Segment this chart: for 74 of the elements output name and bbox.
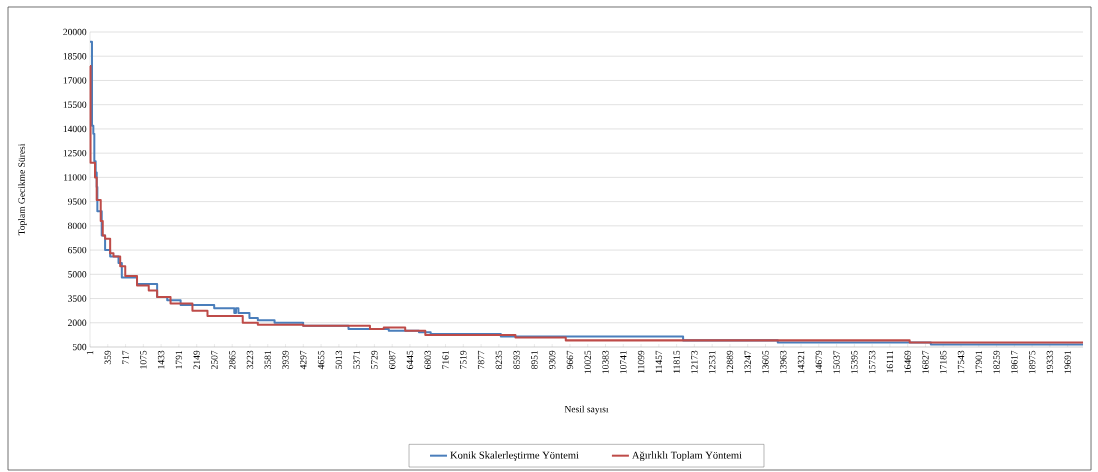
y-tick-label: 18500 bbox=[63, 53, 87, 60]
x-tick-label: 17901 bbox=[975, 350, 982, 374]
x-tick-label: 1075 bbox=[140, 350, 147, 369]
x-tick-label: 5371 bbox=[353, 350, 360, 369]
x-tick-label: 1791 bbox=[175, 350, 183, 369]
x-tick-label: 19333 bbox=[1046, 350, 1054, 374]
x-tick-label: 3223 bbox=[246, 350, 254, 369]
x-tick-label: 2507 bbox=[211, 350, 218, 369]
x-tick-label: 717 bbox=[122, 350, 129, 364]
x-tick-label: 16111 bbox=[886, 350, 894, 373]
x-tick-label: 13605 bbox=[762, 350, 769, 374]
x-tick-label: 4297 bbox=[300, 350, 307, 370]
x-tick-label: 13963 bbox=[780, 350, 787, 374]
x-tick-label: 6803 bbox=[424, 350, 431, 369]
x-tick-label: 10741 bbox=[620, 350, 627, 374]
y-tick-label: 5000 bbox=[68, 271, 87, 278]
x-tick-label: 2149 bbox=[193, 350, 200, 369]
x-tick-label: 14679 bbox=[815, 350, 822, 374]
x-tick-label: 11815 bbox=[673, 350, 680, 373]
y-tick-label: 11000 bbox=[64, 174, 87, 181]
x-tick-label: 12531 bbox=[708, 350, 716, 374]
x-tick-label: 12889 bbox=[726, 350, 734, 374]
x-tick-label: 17185 bbox=[940, 350, 947, 374]
x-tick-label: 18617 bbox=[1011, 350, 1018, 374]
x-axis-title: Nesil sayısı bbox=[564, 405, 609, 415]
x-tick-label: 15753 bbox=[868, 350, 876, 374]
x-tick-label: 7519 bbox=[460, 350, 467, 369]
y-tick-label: 500 bbox=[72, 343, 87, 351]
x-tick-label: 19691 bbox=[1064, 350, 1071, 374]
x-tick-label: 11457 bbox=[655, 350, 663, 373]
x-tick-label: 359 bbox=[104, 350, 111, 365]
y-axis-title: Toplam Gecikme Süresi bbox=[18, 143, 27, 236]
x-tick-label: 14321 bbox=[797, 350, 805, 374]
x-tick-label: 7161 bbox=[442, 350, 449, 369]
x-tick-label: 3581 bbox=[264, 350, 271, 369]
x-tick-label: 5013 bbox=[335, 350, 343, 369]
legend-label: Konik Skalerleştirme Yöntemi bbox=[450, 451, 579, 461]
x-tick-label: 16469 bbox=[904, 350, 911, 374]
x-tick-label: 6087 bbox=[388, 350, 396, 369]
x-tick-label: 2865 bbox=[229, 350, 236, 369]
x-tick-label: 18259 bbox=[993, 350, 1000, 374]
x-tick-label: 8593 bbox=[513, 350, 520, 370]
x-tick-label: 8951 bbox=[531, 350, 538, 370]
x-tick-label: 13247 bbox=[744, 350, 751, 374]
x-tick-label: 18975 bbox=[1028, 350, 1036, 374]
y-tick-label: 6500 bbox=[68, 246, 87, 254]
y-tick-label: 8000 bbox=[67, 222, 87, 230]
y-tick-label: 12500 bbox=[63, 149, 87, 157]
x-tick-label: 1 bbox=[86, 350, 94, 355]
x-tick-label: 12173 bbox=[691, 350, 698, 374]
x-tick-label: 15037 bbox=[833, 350, 840, 374]
x-tick-label: 11099 bbox=[637, 350, 645, 373]
x-tick-label: 9667 bbox=[566, 350, 574, 370]
x-tick-label: 1433 bbox=[157, 350, 165, 369]
x-tick-label: 6445 bbox=[406, 350, 414, 369]
legend-label: Ağırlıklı Toplam Yöntemi bbox=[632, 451, 742, 461]
y-tick-label: 17000 bbox=[63, 77, 87, 84]
y-tick-label: 2000 bbox=[68, 319, 87, 326]
y-tick-label: 14000 bbox=[63, 125, 87, 133]
x-tick-label: 17543 bbox=[957, 350, 965, 374]
y-tick-label: 3500 bbox=[68, 295, 87, 302]
x-tick-label: 8235 bbox=[495, 350, 503, 370]
x-tick-label: 5729 bbox=[371, 350, 378, 369]
y-tick-label: 20000 bbox=[63, 28, 87, 36]
x-tick-label: 9309 bbox=[548, 350, 556, 370]
x-tick-label: 3939 bbox=[282, 350, 289, 369]
x-tick-label: 10383 bbox=[602, 350, 609, 374]
x-tick-label: 15395 bbox=[851, 350, 858, 374]
x-tick-label: 7877 bbox=[477, 350, 485, 369]
x-tick-label: 10025 bbox=[584, 350, 591, 374]
x-tick-label: 16827 bbox=[922, 350, 929, 374]
y-tick-label: 15500 bbox=[63, 101, 87, 108]
y-tick-label: 9500 bbox=[67, 198, 87, 205]
x-tick-label: 4655 bbox=[317, 350, 325, 370]
